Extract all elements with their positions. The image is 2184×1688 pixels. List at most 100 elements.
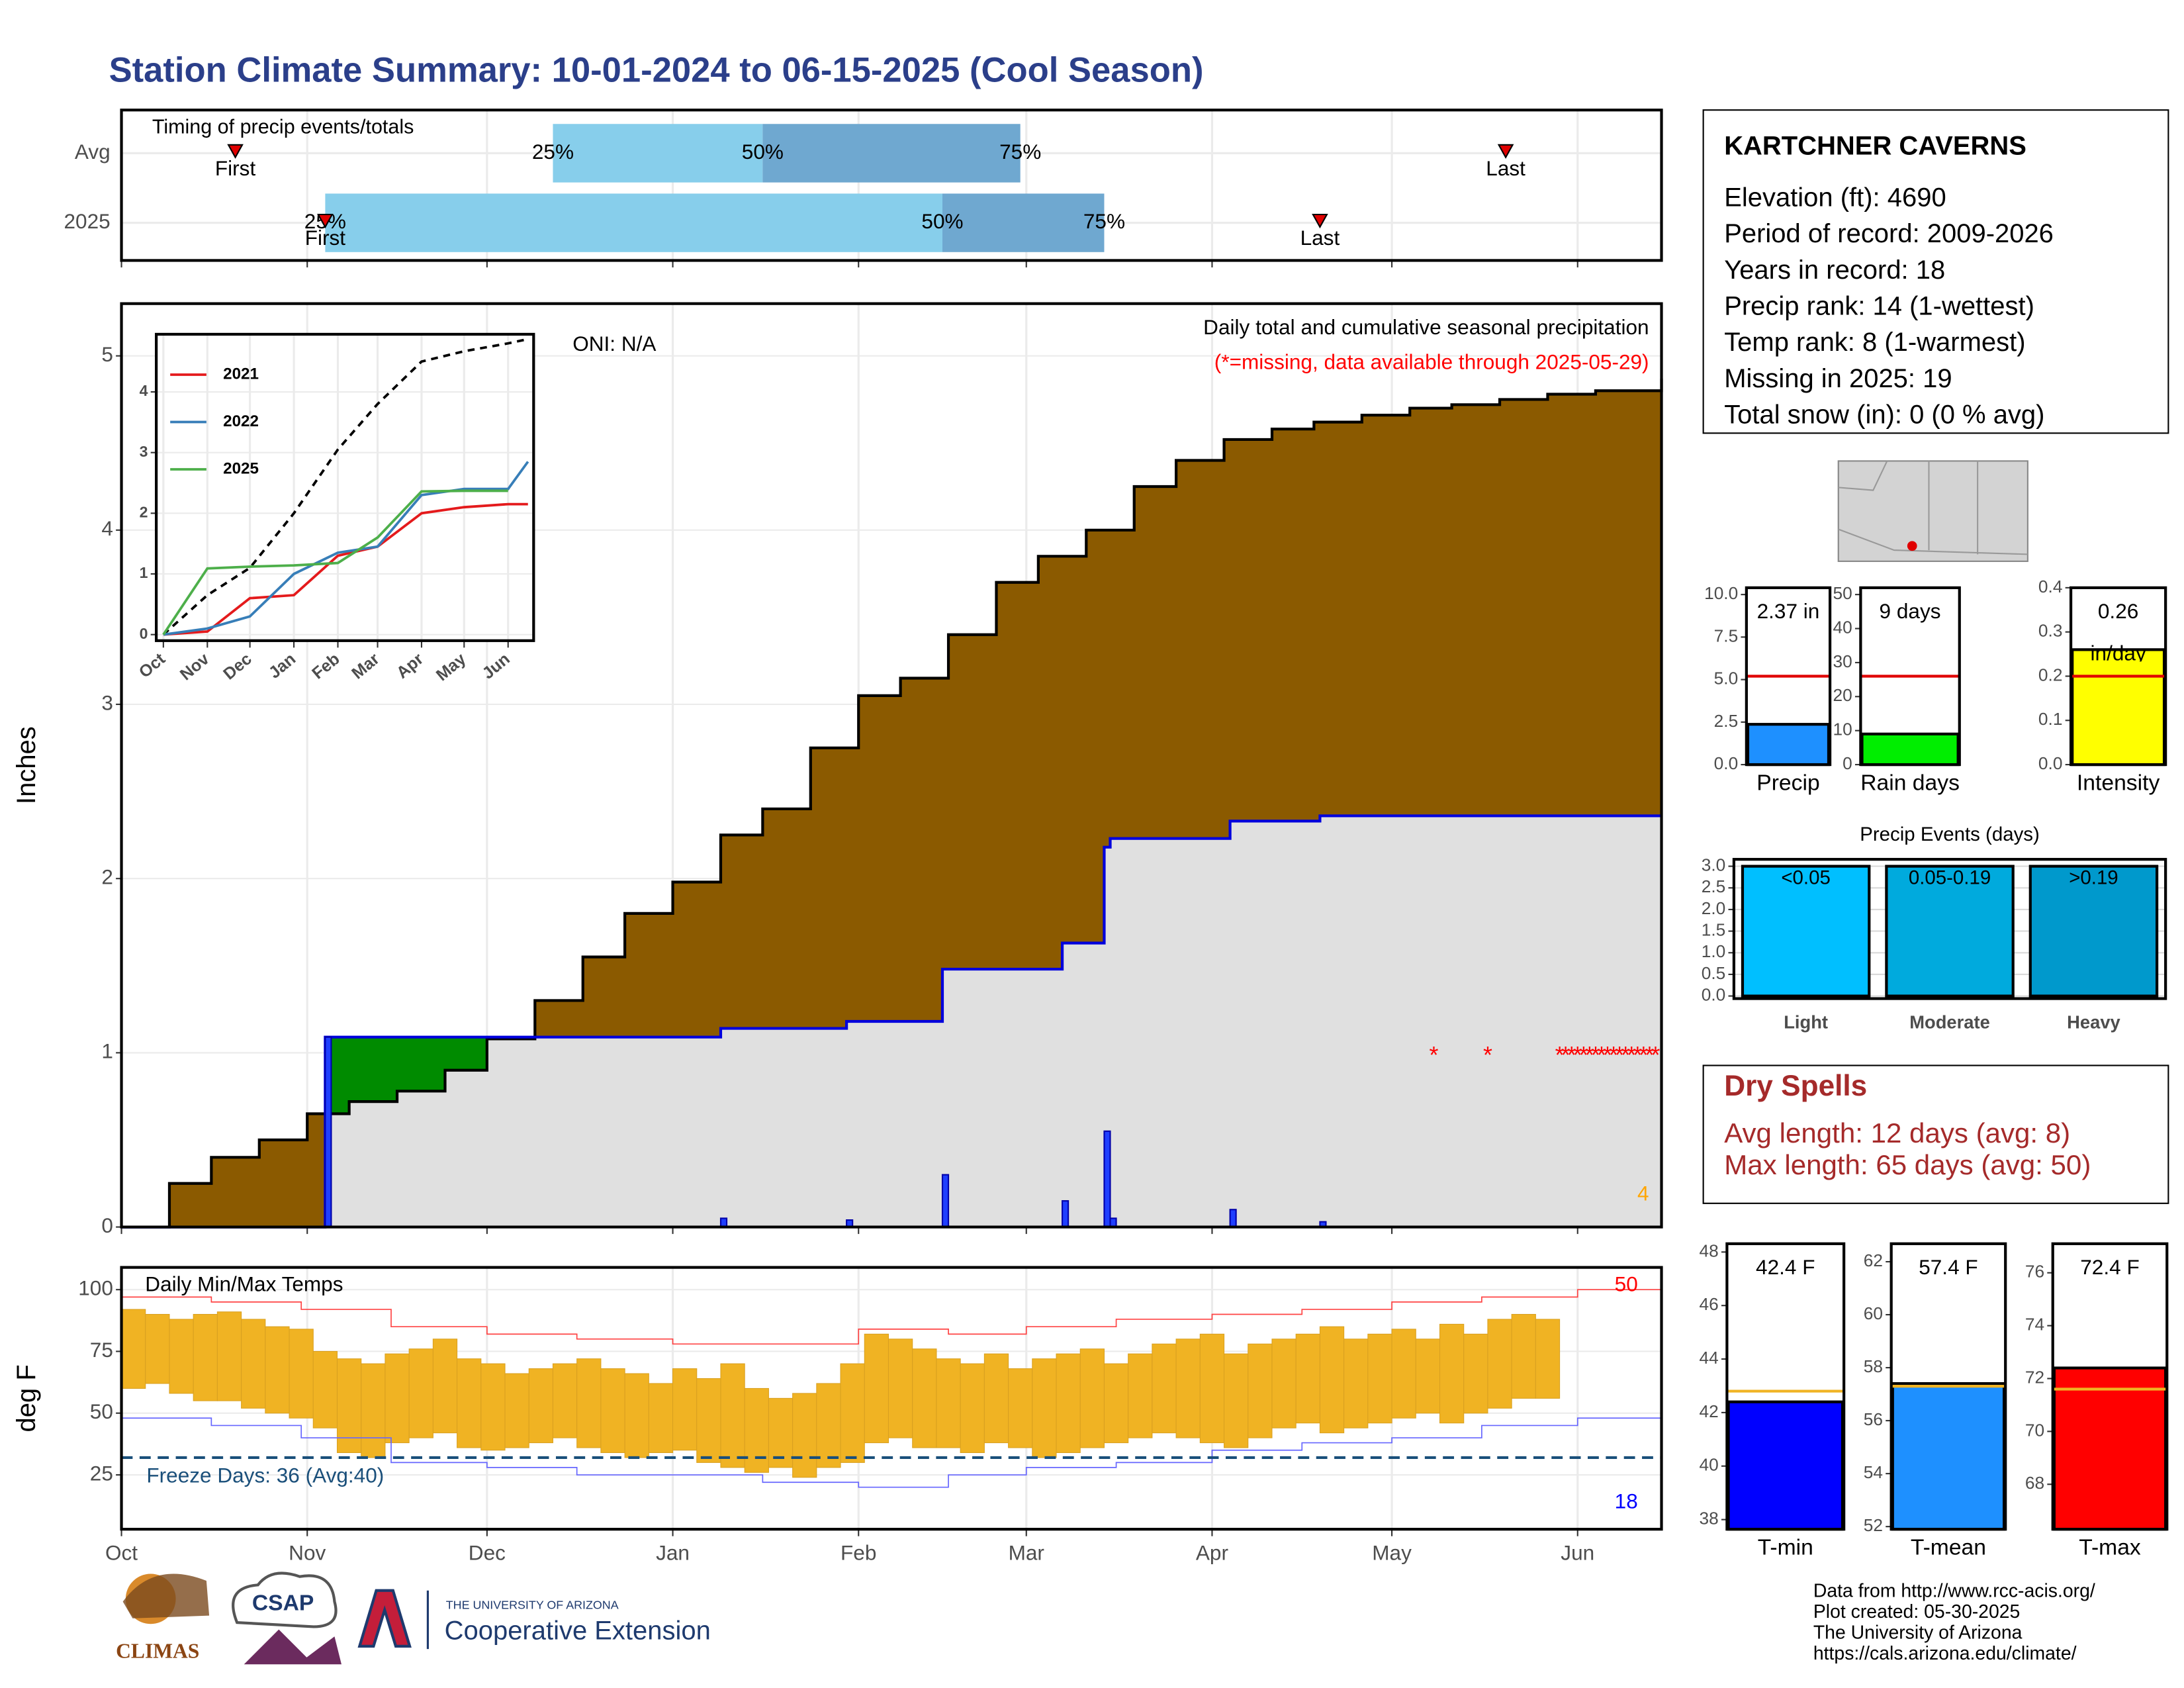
quartile-bar-high — [942, 193, 1105, 252]
temp-range-bar — [840, 1363, 865, 1463]
missing-marker: * — [1633, 1042, 1642, 1068]
y-tick-label: 70 — [2025, 1420, 2044, 1440]
y-tick-label: 0.4 — [2038, 577, 2063, 596]
record-high-count: 50 — [1615, 1272, 1638, 1295]
panel-frame — [1859, 586, 1961, 767]
first-label: First — [305, 226, 346, 250]
category-label: Precip — [1756, 771, 1819, 795]
y-tick-label: 0 — [101, 1213, 113, 1237]
station-info: Missing in 2025: 19 — [1724, 364, 1952, 393]
credit-line: Plot created: 05-30-2025 — [1813, 1601, 2021, 1622]
temp-range-bar — [576, 1358, 602, 1448]
main-title: Station Climate Summary: 10-01-2024 to 0… — [109, 50, 1204, 89]
daily-precip-bar — [941, 1174, 950, 1228]
temp-range-bar — [1415, 1338, 1441, 1414]
panel-frame — [1745, 586, 1832, 767]
temp-range-bar — [887, 1338, 913, 1438]
legend-label: 2025 — [223, 459, 259, 477]
y-tick-label: 10.0 — [1704, 583, 1738, 603]
credit-line: Data from http://www.rcc-acis.org/ — [1813, 1580, 2095, 1601]
y-tick-label: 0.0 — [1714, 753, 1739, 773]
dry-spells-box — [1702, 1064, 2169, 1204]
missing-marker: * — [1573, 1042, 1582, 1068]
temp-range-bar — [1056, 1353, 1081, 1453]
y-tick-label: 40 — [1700, 1455, 1719, 1475]
y-tick-label: 2.5 — [1714, 711, 1739, 731]
temp-range-bar — [768, 1397, 794, 1468]
temp-range-bar — [241, 1319, 266, 1409]
quartile-bar-high — [762, 124, 1021, 183]
ua-logo — [357, 1589, 412, 1648]
last-marker — [1312, 213, 1328, 229]
value-label-box: 57.4 F — [1919, 1256, 1978, 1280]
y-tick-label: 44 — [1700, 1348, 1719, 1368]
missing-marker: * — [1561, 1042, 1570, 1068]
y-tick-label: 100 — [78, 1276, 113, 1300]
category-label: Light — [1784, 1012, 1828, 1033]
temp-range-bar — [408, 1348, 433, 1438]
bin-label: 0.05-0.19 — [1909, 867, 1991, 888]
value-label: 42.4 F — [1756, 1256, 1815, 1280]
bin-label: <0.05 — [1781, 867, 1831, 888]
value-label: 0.26 in/day — [2090, 600, 2146, 662]
temp-range-bar — [600, 1368, 625, 1453]
y-tick-label: 76 — [2025, 1262, 2044, 1282]
y-tick-label: 2 — [140, 503, 148, 520]
temp-range-bar — [336, 1358, 362, 1453]
y-tick-label: 72 — [2025, 1367, 2044, 1387]
panel-frame — [1889, 1242, 2007, 1531]
y-tick-label: 5.0 — [1714, 669, 1739, 688]
average-line — [121, 378, 1663, 1229]
panel-frame — [155, 332, 535, 642]
temp-range-bar — [265, 1326, 290, 1414]
temp-range-bar — [624, 1373, 649, 1458]
station-info: Elevation (ft): 4690 — [1724, 183, 1946, 212]
category-label: Rain days — [1860, 771, 1960, 795]
panel-title: Daily total and cumulative seasonal prec… — [1203, 315, 1649, 339]
panel-title: Precip Events (days) — [1860, 823, 2040, 845]
y-tick-label: 62 — [1864, 1250, 1883, 1270]
category-label: Intensity — [2077, 771, 2160, 795]
freeze-label: Freeze Days: 36 (Avg:40) — [146, 1464, 384, 1487]
average-line — [162, 338, 529, 636]
y-axis-label: Inches — [12, 726, 41, 804]
y-tick-label: 4 — [140, 382, 148, 399]
dry-spells-info: Avg length: 12 days (avg: 8) — [1724, 1117, 2070, 1149]
temp-range-bar — [1271, 1338, 1297, 1429]
category-label: Moderate — [1909, 1012, 1990, 1033]
temp-range-bar — [1175, 1338, 1201, 1438]
count-label: 4 — [1637, 1182, 1649, 1205]
station-dot — [1907, 541, 1917, 551]
credit-line: https://cals.arizona.edu/climate/ — [1813, 1643, 2077, 1664]
map-bg — [1837, 460, 2028, 562]
temp-range-bar — [983, 1353, 1009, 1444]
y-tick-label: 38 — [1700, 1509, 1719, 1528]
station-info: Total snow (in): 0 (0 % avg) — [1724, 400, 2044, 430]
first-label: First — [215, 156, 256, 180]
missing-marker: * — [1591, 1042, 1600, 1068]
y-tick-label: 0.1 — [2038, 709, 2063, 729]
missing-marker: * — [1555, 1042, 1565, 1068]
oni-label: ONI: N/A — [572, 332, 656, 355]
quartile-label: 50% — [921, 209, 963, 233]
logo-ua: THE UNIVERSITY OF ARIZONA — [446, 1599, 619, 1612]
row-label: 2025 — [64, 209, 111, 233]
temp-range-bar — [528, 1368, 553, 1444]
quartile-label: 75% — [999, 140, 1041, 164]
y-tick-label: 60 — [1864, 1303, 1883, 1323]
temp-range-bar — [457, 1358, 482, 1448]
panel-title: Timing of precip events/totals — [152, 116, 414, 138]
temp-range-bar — [960, 1363, 985, 1453]
y-tick-label: 1.0 — [1702, 941, 1726, 961]
panel-frame — [120, 302, 1663, 1229]
x-tick-label: Jan — [656, 1540, 690, 1564]
temp-range-bar — [1319, 1326, 1345, 1434]
y-tick-label: 52 — [1864, 1515, 1883, 1535]
locator-map — [1837, 460, 2028, 562]
temp-range-bar — [169, 1319, 194, 1394]
temp-range-bar — [1032, 1358, 1057, 1458]
y-tick-label: 58 — [1864, 1356, 1883, 1376]
temp-range-bar — [361, 1363, 386, 1458]
temp-range-bar — [480, 1363, 506, 1451]
bin-label: >0.19 — [2069, 867, 2118, 888]
